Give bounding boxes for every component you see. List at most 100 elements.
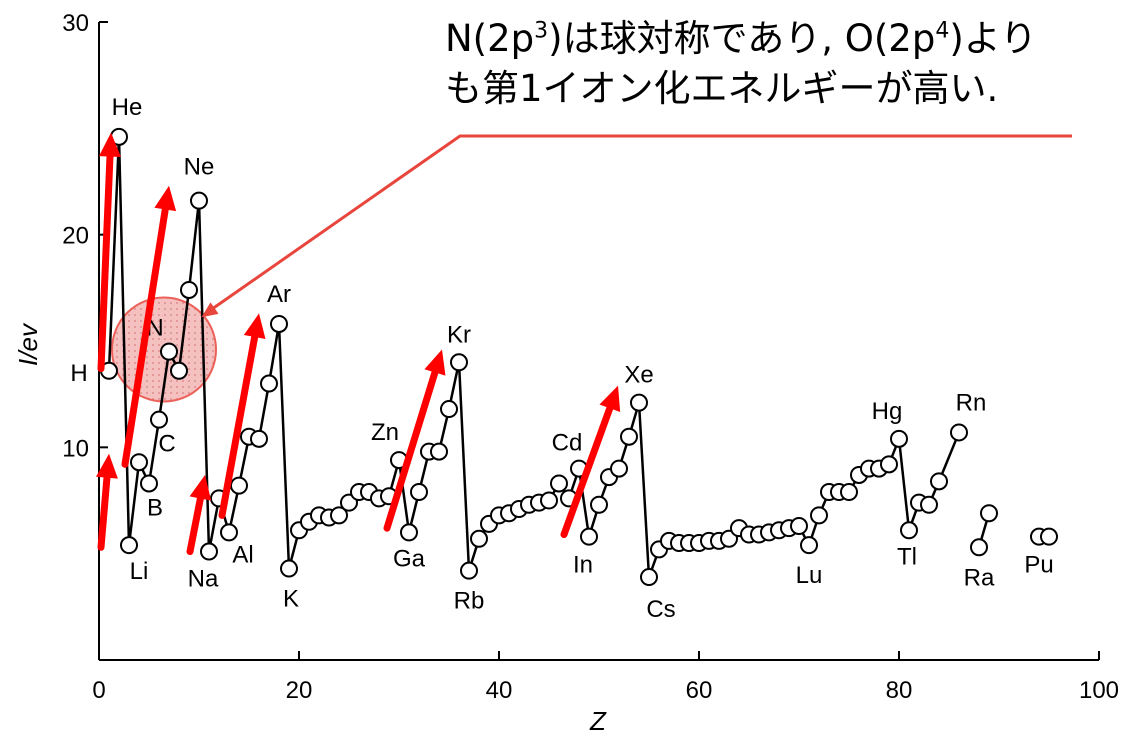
data-point bbox=[880, 455, 898, 474]
element-label-ne: Ne bbox=[184, 154, 215, 181]
x-tick-label: 20 bbox=[286, 677, 313, 704]
trend-arrow-head bbox=[98, 132, 121, 158]
element-label-rb: Rb bbox=[454, 588, 485, 615]
data-point bbox=[930, 472, 948, 491]
data-point bbox=[610, 459, 628, 478]
data-point bbox=[590, 495, 608, 514]
data-point bbox=[580, 527, 598, 546]
data-point bbox=[260, 374, 278, 393]
data-point bbox=[160, 342, 178, 361]
annotation-sup-1: 3 bbox=[534, 18, 549, 44]
element-label-ar: Ar bbox=[267, 281, 291, 308]
data-point bbox=[900, 521, 918, 540]
data-point bbox=[440, 400, 458, 419]
element-label-k: K bbox=[283, 586, 299, 613]
callout-arrowhead bbox=[201, 302, 219, 318]
data-point bbox=[190, 191, 208, 210]
data-point bbox=[460, 561, 478, 580]
data-point bbox=[640, 568, 658, 587]
trend-arrow-shaft bbox=[97, 474, 111, 551]
data-point bbox=[810, 506, 828, 525]
element-label-cd: Cd bbox=[552, 430, 583, 457]
trend-arrow-shaft bbox=[121, 205, 169, 468]
trend-arrows bbox=[95, 132, 621, 556]
element-label-c: C bbox=[158, 431, 175, 458]
element-label-b: B bbox=[147, 494, 163, 521]
data-point bbox=[840, 482, 858, 501]
element-label-lu: Lu bbox=[796, 562, 823, 589]
data-point bbox=[790, 517, 808, 536]
data-point bbox=[220, 523, 238, 542]
trend-arrow-head bbox=[154, 185, 177, 212]
element-labels: HHeLiBCNNeNaAlArKZnGaKrRbCdInXeCsLuHgTlR… bbox=[70, 94, 1053, 623]
annotation-text: N(2p3)は球対称であり, O(2p4)より も第1イオン化エネルギーが高い. bbox=[445, 14, 1125, 114]
y-axis-label: I/ev bbox=[13, 322, 43, 366]
trend-arrow-shaft bbox=[560, 404, 614, 539]
x-tick-label: 60 bbox=[686, 677, 713, 704]
data-point bbox=[470, 529, 488, 548]
data-point bbox=[920, 495, 938, 514]
trend-arrow-shaft bbox=[97, 153, 114, 373]
data-point bbox=[410, 482, 428, 501]
element-label-ga: Ga bbox=[393, 545, 426, 572]
trend-arrow-head bbox=[243, 313, 266, 339]
element-label-zn: Zn bbox=[371, 419, 399, 446]
annotation-sup-2: 4 bbox=[935, 18, 950, 44]
x-axis-label: Z bbox=[589, 706, 607, 736]
element-label-cs: Cs bbox=[646, 596, 675, 623]
trend-arrow-shaft bbox=[383, 368, 439, 532]
series-points bbox=[100, 127, 1058, 587]
data-point bbox=[230, 476, 248, 495]
x-tick-label: 100 bbox=[1079, 677, 1119, 704]
x-tick-label: 0 bbox=[92, 677, 105, 704]
data-point bbox=[980, 504, 998, 523]
data-point bbox=[430, 442, 448, 461]
element-label-li: Li bbox=[130, 558, 149, 585]
element-label-kr: Kr bbox=[447, 321, 471, 348]
element-label-na: Na bbox=[188, 566, 219, 593]
annotation-line1-mid: )は球対称であり, O(2p bbox=[548, 17, 936, 60]
trend-arrow-shaft bbox=[218, 333, 259, 519]
annotation-line1-post: )より bbox=[949, 17, 1038, 60]
element-label-al: Al bbox=[232, 541, 253, 568]
data-point bbox=[150, 410, 168, 429]
element-label-hg: Hg bbox=[872, 398, 903, 425]
data-point bbox=[540, 491, 558, 510]
data-point bbox=[120, 536, 138, 555]
y-tick-label: 20 bbox=[62, 223, 89, 250]
data-point bbox=[450, 353, 468, 372]
annotation-line-2: も第1イオン化エネルギーが高い. bbox=[445, 67, 999, 110]
y-tick-label: 10 bbox=[62, 435, 89, 462]
element-label-xe: Xe bbox=[624, 362, 653, 389]
element-label-in: In bbox=[573, 552, 593, 579]
data-point bbox=[400, 523, 418, 542]
element-label-rn: Rn bbox=[956, 389, 987, 416]
data-point bbox=[330, 506, 348, 525]
data-point bbox=[280, 559, 298, 578]
trend-arrow-shaft bbox=[186, 495, 204, 556]
trend-arrow-head bbox=[189, 474, 212, 501]
element-label-pu: Pu bbox=[1024, 552, 1053, 579]
callout-group bbox=[201, 134, 1072, 318]
annotation-line-1: N(2p3)は球対称であり, O(2p4)より bbox=[445, 14, 1125, 64]
x-tick-label: 40 bbox=[486, 677, 513, 704]
trend-arrow-head bbox=[95, 453, 118, 479]
data-point bbox=[950, 423, 968, 442]
element-label-ra: Ra bbox=[964, 564, 995, 591]
annotation-line1-pre: N(2p bbox=[445, 17, 535, 60]
x-tick-label: 80 bbox=[886, 677, 913, 704]
data-point bbox=[550, 474, 568, 493]
data-point bbox=[130, 453, 148, 472]
element-label-tl: Tl bbox=[897, 543, 917, 570]
callout-line bbox=[206, 134, 1072, 314]
trend-arrow-head bbox=[599, 385, 621, 412]
element-label-h: H bbox=[70, 360, 87, 387]
data-point bbox=[250, 429, 268, 448]
data-point bbox=[200, 542, 218, 561]
data-point bbox=[970, 538, 988, 557]
chart-axes: 0 20 40 60 80 100 10 20 30 Z I/ev bbox=[13, 10, 1119, 736]
data-point bbox=[800, 536, 818, 555]
data-point bbox=[170, 361, 188, 380]
y-tick-label: 30 bbox=[62, 10, 89, 37]
